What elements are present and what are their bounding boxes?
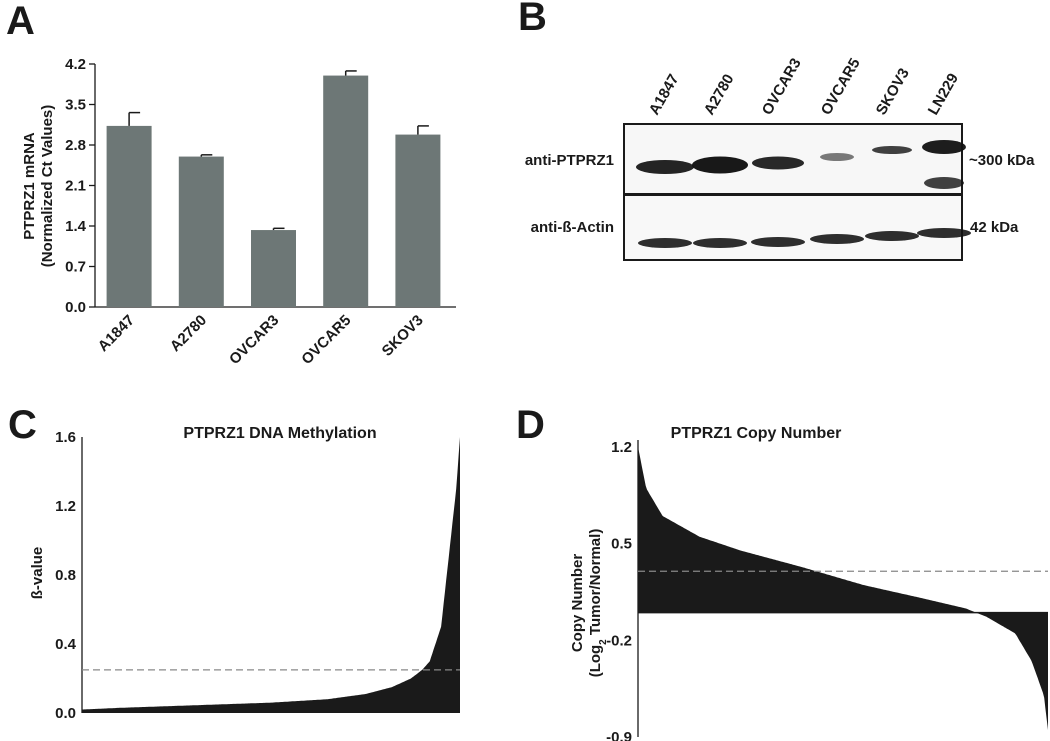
blot-antibody-ptprz1: anti-PTPRZ1 bbox=[525, 152, 614, 169]
panel-a-ytick-label: 2.8 bbox=[65, 137, 86, 154]
panel-a-ytick-label: 1.4 bbox=[65, 218, 87, 235]
panel-a-ytick-label: 0.7 bbox=[65, 259, 86, 276]
actin-band bbox=[865, 231, 919, 241]
panel-c-ytick-label: 1.2 bbox=[55, 498, 76, 515]
ptprz1-band bbox=[820, 153, 854, 161]
blot-antibody-actin: anti-ß-Actin bbox=[531, 219, 614, 236]
panel-a-ytick-label: 2.1 bbox=[65, 178, 86, 195]
bar bbox=[106, 125, 152, 308]
panel-a-ytick-label: 4.2 bbox=[65, 56, 86, 73]
panel-label-b: B bbox=[518, 0, 547, 39]
blot-frame-actin bbox=[623, 194, 963, 261]
panel-a-category-label: A1847 bbox=[95, 312, 138, 355]
panel-a-bar-chart: PTPRZ1 mRNA (Normalized Ct Values) 0.0 0.… bbox=[21, 56, 456, 368]
blot-size-ptprz1: ~300 kDa bbox=[969, 152, 1035, 169]
panel-d-ylabel-2: (Log2 Tumor/Normal) bbox=[587, 529, 609, 678]
panel-a-category-label: A2780 bbox=[167, 312, 210, 355]
ptprz1-band bbox=[636, 160, 694, 174]
bar bbox=[251, 230, 296, 307]
panel-a-ytick-label: 0.0 bbox=[65, 299, 86, 316]
panel-label-a: A bbox=[6, 0, 35, 43]
blot-size-actin: 42 kDa bbox=[970, 219, 1019, 236]
panel-d-ytick-label: 0.5 bbox=[611, 536, 632, 553]
ptprz1-band bbox=[752, 156, 804, 170]
panel-d-ytick-label: 1.2 bbox=[611, 439, 632, 456]
panel-a-category-label: OVCAR5 bbox=[298, 312, 354, 368]
panel-b-western-blot: A1847 A2780 OVCAR3 OVCAR5 SKOV3 LN229 anti-PT… bbox=[525, 55, 1035, 261]
blot-lane-label: A1847 bbox=[646, 71, 683, 118]
panel-label-d: D bbox=[516, 403, 545, 447]
panel-c-ytick-label: 0.0 bbox=[55, 705, 76, 722]
panel-d-ytick-label: -0.9 bbox=[606, 729, 632, 741]
bar bbox=[178, 156, 224, 307]
copy-number-area bbox=[638, 446, 1048, 731]
panel-c-ytick-label: 1.6 bbox=[55, 429, 76, 446]
panel-c-methylation-chart: PTPRZ1 DNA Methylation ß-value 0.0 0.4 0.8… bbox=[29, 425, 460, 722]
panel-d-ylabel: Copy Number bbox=[569, 554, 586, 653]
panel-a-category-label: SKOV3 bbox=[379, 312, 427, 360]
ptprz1-band bbox=[872, 146, 912, 154]
ptprz1-lower-band bbox=[924, 177, 964, 189]
panel-a-category-label: OVCAR3 bbox=[226, 312, 282, 368]
ptprz1-band bbox=[692, 156, 748, 174]
panel-d-title: PTPRZ1 Copy Number bbox=[671, 425, 842, 442]
blot-lane-label: OVCAR3 bbox=[759, 55, 805, 118]
panel-c-title: PTPRZ1 DNA Methylation bbox=[183, 425, 376, 442]
panel-a-ylabel-2: (Normalized Ct Values) bbox=[39, 105, 56, 268]
panel-a-ylabel: PTPRZ1 mRNA bbox=[21, 132, 38, 240]
panel-label-c: C bbox=[8, 403, 37, 447]
actin-band bbox=[693, 238, 747, 248]
panel-d-copy-number-chart: PTPRZ1 Copy Number Copy Number (Log2 Tum… bbox=[569, 425, 1048, 741]
panel-c-ylabel: ß-value bbox=[29, 547, 46, 600]
blot-lane-label: A2780 bbox=[701, 71, 738, 118]
actin-band bbox=[638, 238, 692, 248]
actin-band bbox=[917, 228, 971, 238]
bar bbox=[395, 134, 441, 307]
panel-d-ytick-label: -0.2 bbox=[606, 632, 632, 649]
blot-lane-label: OVCAR5 bbox=[818, 55, 864, 118]
actin-band bbox=[810, 234, 864, 244]
ptprz1-band bbox=[922, 140, 966, 154]
actin-band bbox=[751, 237, 805, 247]
methylation-area bbox=[82, 437, 460, 713]
blot-lane-label: SKOV3 bbox=[873, 65, 913, 118]
blot-lane-label: LN229 bbox=[925, 71, 962, 118]
panel-c-ytick-label: 0.8 bbox=[55, 567, 76, 584]
panel-a-ytick-label: 3.5 bbox=[65, 97, 86, 114]
bar bbox=[323, 75, 369, 307]
panel-c-ytick-label: 0.4 bbox=[55, 636, 77, 653]
